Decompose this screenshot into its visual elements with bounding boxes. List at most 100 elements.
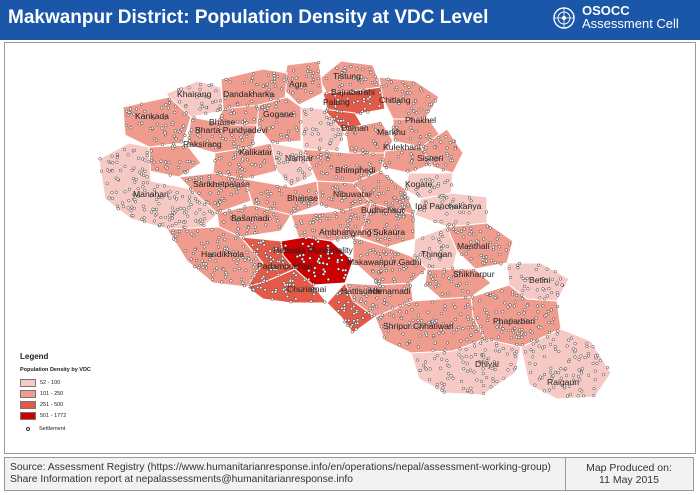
settlement-point — [191, 160, 195, 164]
settlement-point — [393, 185, 397, 189]
vdc-area[interactable] — [122, 96, 192, 148]
settlement-point — [168, 196, 172, 200]
settlement-point — [430, 139, 434, 143]
settlement-point — [381, 285, 385, 289]
settlement-point — [342, 303, 346, 307]
settlement-point — [321, 171, 325, 175]
settlement-point — [308, 247, 313, 251]
settlement-point — [427, 264, 431, 268]
settlement-point — [339, 137, 343, 141]
settlement-point — [449, 374, 453, 378]
settlement-point — [379, 269, 383, 273]
settlement-point — [255, 247, 259, 251]
settlement-point — [333, 104, 338, 108]
settlement-point — [551, 337, 555, 342]
settlement-point — [430, 319, 434, 324]
settlement-point — [198, 83, 203, 87]
settlement-point — [137, 122, 141, 126]
settlement-point — [495, 325, 499, 329]
settlement-point — [253, 263, 257, 267]
settlement-point — [586, 351, 590, 356]
settlement-point — [318, 219, 322, 223]
settlement-point — [282, 249, 286, 253]
vdc-area[interactable] — [177, 172, 252, 214]
vdc-label: Dhiyal — [475, 359, 499, 369]
produced-line-2: 11 May 2015 — [599, 474, 659, 486]
settlement-point — [307, 269, 311, 273]
settlement-point — [316, 155, 320, 159]
legend-title: Legend — [20, 352, 49, 361]
settlement-point — [268, 146, 272, 150]
settlement-point — [155, 207, 159, 211]
settlement-point — [362, 186, 366, 190]
settlement-point — [136, 187, 140, 191]
settlement-point — [386, 187, 391, 191]
settlement-point — [424, 134, 428, 138]
settlement-point — [311, 228, 315, 232]
settlement-point — [166, 161, 171, 165]
settlement-point — [198, 134, 202, 138]
settlement-point — [486, 314, 491, 318]
settlement-point — [301, 242, 305, 246]
settlement-point — [251, 76, 255, 80]
settlement-point — [232, 137, 236, 141]
settlement-point — [298, 253, 302, 258]
settlement-point — [280, 257, 285, 261]
vdc-area[interactable] — [300, 106, 346, 152]
settlement-point — [448, 141, 452, 145]
settlement-point — [478, 229, 482, 233]
vdc-area[interactable] — [344, 120, 394, 154]
settlement-point — [240, 167, 244, 171]
settlement-point — [170, 223, 174, 227]
settlement-point — [499, 262, 503, 266]
settlement-point — [423, 150, 427, 154]
settlement-point — [202, 223, 206, 227]
settlement-point — [275, 120, 279, 124]
settlement-point — [351, 232, 355, 236]
settlement-point — [509, 318, 513, 322]
settlement-point — [250, 99, 254, 103]
settlement-point — [578, 388, 582, 392]
settlement-point — [367, 311, 371, 315]
settlement-point — [111, 196, 115, 200]
settlement-point — [148, 126, 153, 130]
settlement-point — [346, 122, 350, 126]
settlement-point — [422, 144, 426, 148]
org-line1: OSOCC — [582, 3, 630, 18]
settlement-point — [424, 255, 428, 259]
settlement-point — [439, 312, 443, 316]
settlement-point — [245, 134, 249, 138]
settlement-point — [533, 383, 537, 387]
settlement-point — [450, 183, 454, 187]
settlement-point — [465, 338, 469, 342]
settlement-point — [312, 77, 316, 82]
settlement-point — [276, 219, 280, 223]
settlement-point — [212, 183, 216, 188]
settlement-point — [105, 182, 109, 186]
settlement-point — [310, 74, 314, 78]
settlement-point — [134, 107, 139, 111]
settlement-point — [452, 331, 456, 335]
settlement-point — [283, 174, 287, 178]
settlement-point — [185, 179, 189, 183]
settlement-point — [342, 235, 346, 239]
settlement-point — [346, 300, 350, 304]
settlement-point — [544, 313, 548, 317]
settlement-point — [551, 374, 555, 378]
settlement-point — [390, 250, 394, 254]
settlement-point — [515, 293, 519, 298]
settlement-point — [439, 233, 443, 237]
vdc-label: Khairang — [177, 89, 212, 99]
settlement-point — [254, 104, 258, 109]
vdc-area[interactable] — [352, 236, 428, 286]
settlement-point — [439, 220, 443, 224]
settlement-point — [167, 101, 172, 105]
settlement-point — [357, 169, 361, 173]
settlement-point — [418, 253, 422, 257]
settlement-point — [458, 347, 462, 351]
settlement-point — [139, 102, 144, 106]
settlement-point — [416, 358, 420, 362]
settlement-point — [232, 111, 236, 115]
settlement-point — [311, 71, 315, 75]
